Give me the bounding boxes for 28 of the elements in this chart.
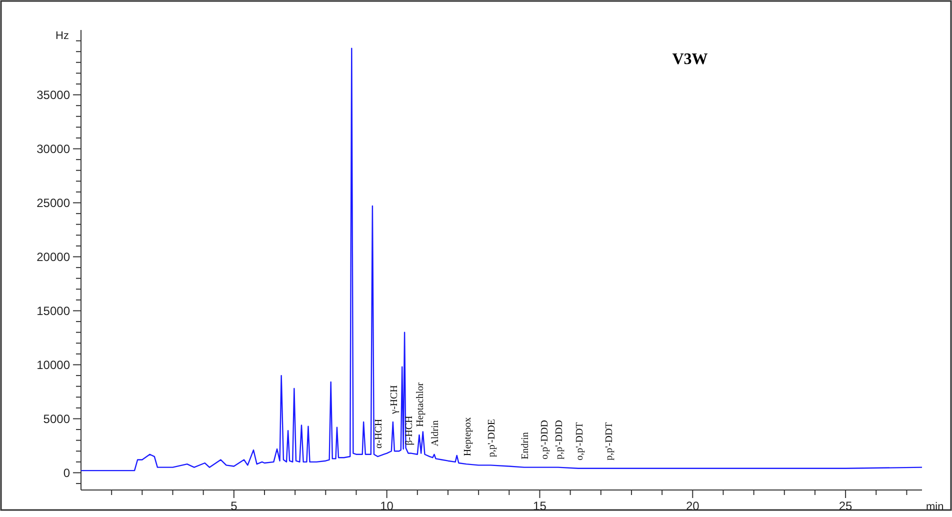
y-tick-label: 30000 xyxy=(36,142,70,156)
y-tick-label: 15000 xyxy=(36,304,70,318)
annotation: Heptachlor xyxy=(415,382,426,427)
x-tick-label: 25 xyxy=(838,499,853,513)
line-series xyxy=(80,48,923,472)
annotation: p,p'-DDE xyxy=(486,418,498,458)
annotation: Endrin xyxy=(520,432,532,460)
annotation: Aldrin xyxy=(430,420,442,446)
x-tick-label: 20 xyxy=(686,499,700,513)
annotation: p,p'-DDT xyxy=(604,422,616,460)
annotation: γ-HCH xyxy=(388,385,400,415)
y-tick-label: 10000 xyxy=(36,358,70,372)
annotation: Heptepox xyxy=(462,417,474,456)
y-tick-label: 5000 xyxy=(43,412,70,426)
annotation: α-HCH xyxy=(374,418,385,449)
annotation: p,p'-DDD xyxy=(554,420,566,460)
annotation: o,p'-DDT xyxy=(574,422,586,460)
y-tick-label: 25000 xyxy=(36,196,70,210)
x-tick-label: 15 xyxy=(533,499,547,513)
x-tick-label: 10 xyxy=(380,499,394,513)
y-tick-label: 20000 xyxy=(36,250,70,264)
annotation: o,p'-DDD xyxy=(540,420,551,460)
x-tick-label: 5 xyxy=(230,499,238,513)
y-tick-label: 0 xyxy=(63,466,70,480)
y-axis-title: Hz xyxy=(56,30,69,42)
y-tick-label: 35000 xyxy=(36,88,70,102)
text: V3W xyxy=(672,51,708,68)
annotation: β-HCH xyxy=(404,416,416,446)
